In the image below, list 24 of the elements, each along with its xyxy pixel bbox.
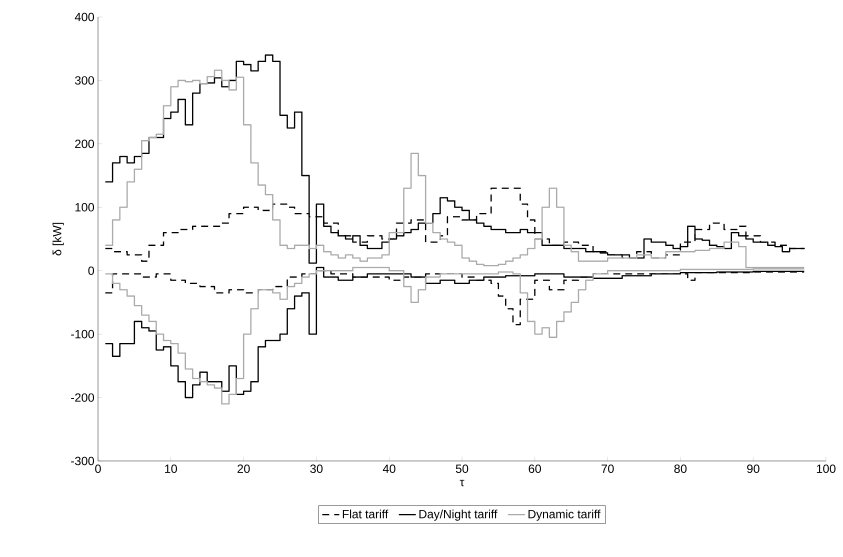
x-tick-label: 50 xyxy=(456,464,468,473)
legend-label: Day/Night tariff xyxy=(419,510,498,521)
x-tick-label: 90 xyxy=(747,464,760,473)
x-tick-label: 30 xyxy=(310,464,323,473)
y-tick-label: -300 xyxy=(71,456,94,466)
x-tick-label: 0 xyxy=(95,464,101,473)
x-tick-label: 20 xyxy=(238,464,250,473)
y-tick-label: 400 xyxy=(74,12,94,22)
legend-label: Dynamic tariff xyxy=(528,510,600,521)
x-tick-label: 40 xyxy=(382,464,396,473)
x-axis-title: τ xyxy=(460,480,464,486)
y-tick-label: 100 xyxy=(75,203,94,212)
y-tick-label: 0 xyxy=(88,266,94,275)
y-tick-label: 200 xyxy=(75,140,94,148)
x-tick-label: 70 xyxy=(602,464,614,473)
x-tick-label: 10 xyxy=(165,464,177,473)
y-tick-label: 300 xyxy=(74,76,94,85)
x-tick-label: 100 xyxy=(816,464,836,473)
legend-label: Flat tariff xyxy=(342,510,388,518)
y-tick-label: -100 xyxy=(71,330,94,338)
x-tick-label: 60 xyxy=(528,464,541,473)
y-tick-label: -200 xyxy=(71,393,94,402)
y-axis-title: δ [kW] xyxy=(52,222,64,256)
x-tick-label: 80 xyxy=(674,464,687,473)
